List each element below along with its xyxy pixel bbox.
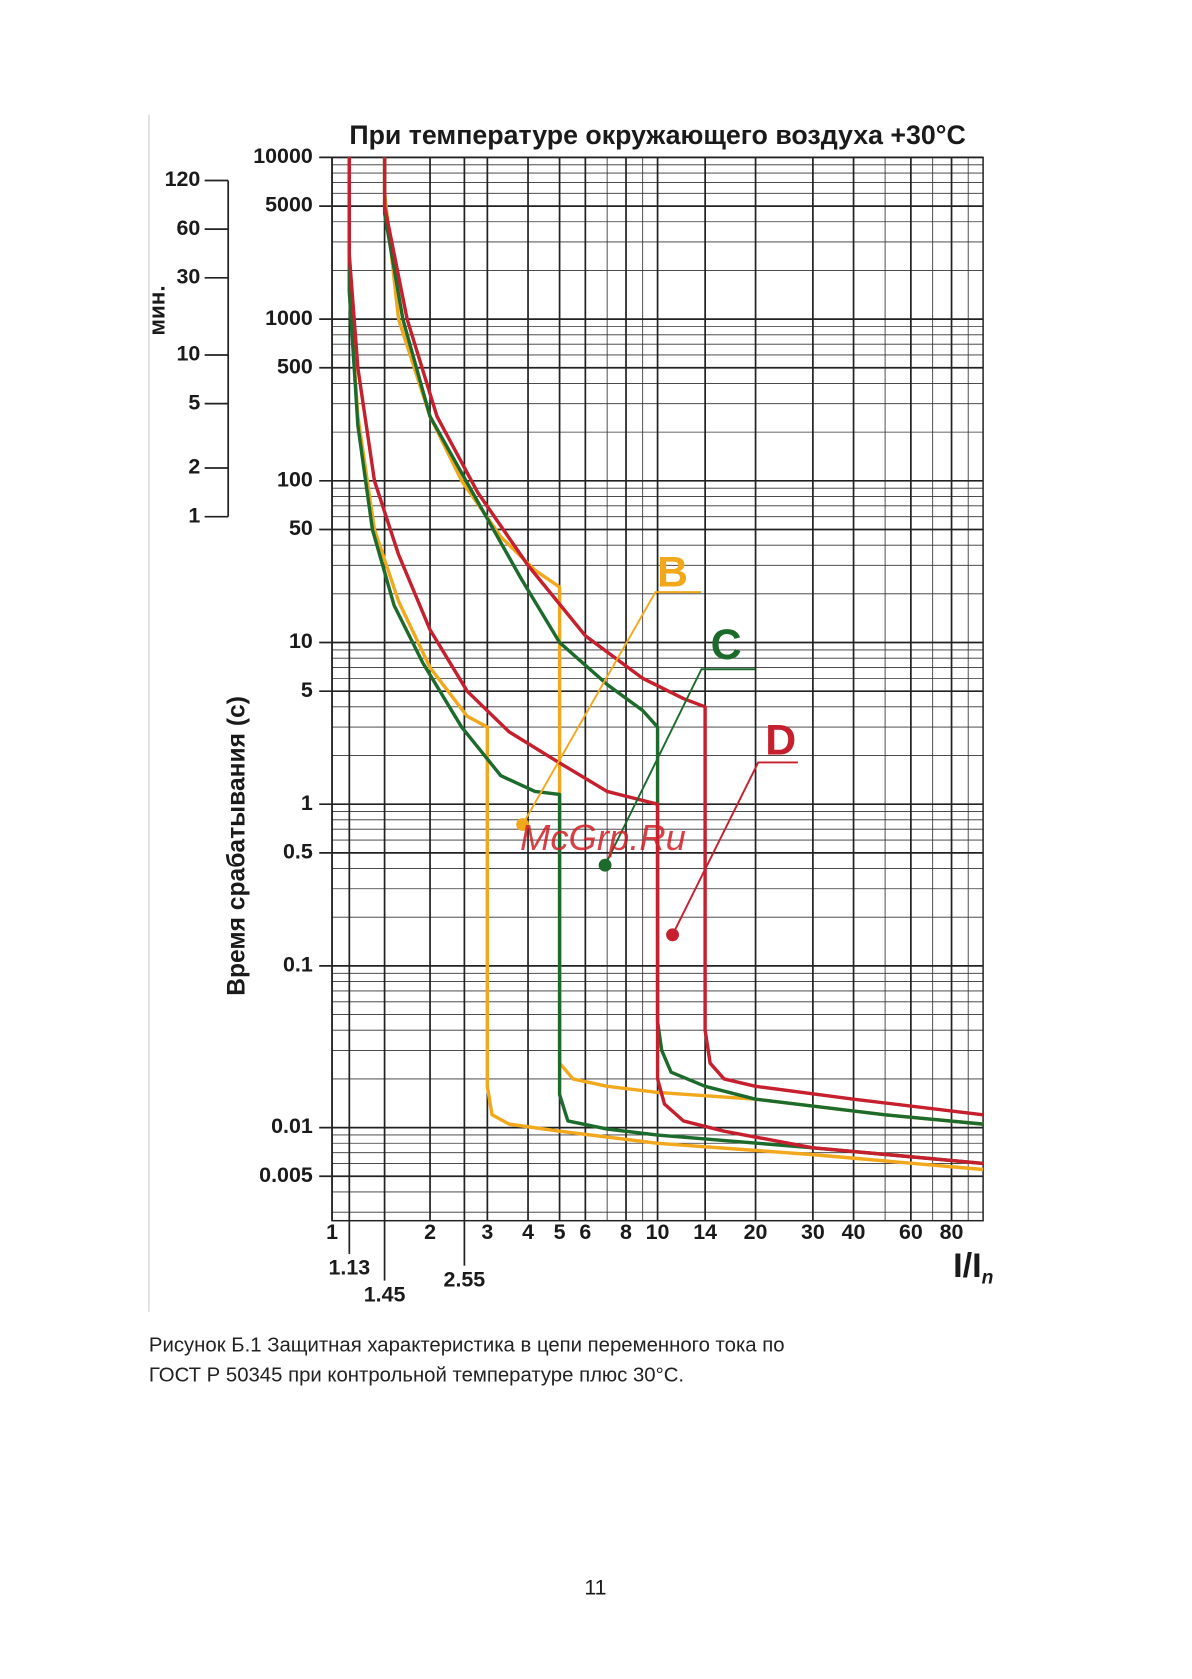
leader-dot-d: [666, 928, 679, 942]
trip-curve: [382, 157, 984, 1126]
y-tick-label: 50: [289, 516, 313, 540]
x-tick-label: 3: [481, 1220, 493, 1244]
y-tick-label: 1: [301, 791, 313, 815]
x-tick-label: 80: [940, 1220, 964, 1244]
x2-tick-label: 2.55: [444, 1267, 486, 1291]
trip-curve: [382, 157, 984, 1126]
y2-tick-label: 2: [188, 455, 200, 479]
leaders: [521, 591, 798, 936]
y-tick-label: 10000: [253, 144, 313, 168]
x2-tick-label: 1.45: [364, 1282, 406, 1306]
leader-dot-c: [598, 858, 612, 872]
curves: BCD: [347, 157, 984, 1172]
y2-tick-label: 30: [177, 264, 201, 288]
leader-c: [604, 668, 756, 866]
x-tick-label: 4: [522, 1220, 534, 1244]
y-tick-label: 100: [277, 467, 313, 491]
x-tick-label: 6: [579, 1220, 591, 1244]
trip-curve: [347, 157, 984, 1166]
legend-label: D: [765, 716, 796, 764]
x-axis-label-sub: n: [982, 1268, 994, 1289]
y-tick-label: 0.01: [271, 1114, 313, 1138]
legend-label: B: [657, 548, 688, 596]
trip-curve: [347, 157, 984, 1166]
trip-curve: [382, 157, 984, 1117]
x-tick-label: 40: [842, 1220, 866, 1244]
y-tick-label: 0.1: [283, 953, 313, 977]
legend-label: C: [711, 621, 742, 669]
trip-curve: [347, 157, 984, 1172]
y-tick-label: 5: [301, 678, 313, 702]
y2-tick-label: 120: [165, 167, 201, 191]
y-tick-label: 5000: [265, 193, 313, 217]
y2-tick-label: 1: [188, 503, 200, 527]
x-tick-label: 2: [424, 1220, 436, 1244]
x-tick-label: 14: [693, 1220, 717, 1244]
y-axis-label: Время срабатывания (с): [223, 696, 250, 996]
x-tick-label: 8: [620, 1220, 632, 1244]
leader-dot-b: [516, 818, 530, 831]
caption-line: ГОСТ Р 50345 при контрольной температуре…: [149, 1364, 684, 1386]
y-tick-label: 0.5: [283, 840, 313, 864]
leader-d: [671, 761, 798, 936]
y-tick-label: 1000: [265, 306, 313, 330]
y2-axis-label: мин.: [145, 285, 170, 335]
chart-title: При температуре окружающего воздуха +30°…: [349, 120, 965, 150]
x2-tick-label: 1.13: [328, 1256, 370, 1280]
x-tick-label: 5: [554, 1220, 566, 1244]
caption-line: Рисунок Б.1 Защитная характеристика в це…: [149, 1334, 785, 1356]
grid: 10000 5000 1000 500 100 50 10 5 1 0.5 0.1 0.01 0.005…: [165, 144, 984, 1306]
watermark: McGrp.Ru: [520, 817, 686, 858]
x-tick-label: 30: [801, 1220, 825, 1244]
x-tick-label: 10: [646, 1220, 670, 1244]
y-tick-label: 0.005: [259, 1163, 313, 1187]
y-tick-label: 10: [289, 629, 313, 653]
page-number: 11: [584, 1576, 606, 1600]
x-tick-label: 60: [899, 1220, 923, 1244]
x-axis-label: I/In: [953, 1247, 993, 1289]
y2-tick-label: 5: [188, 390, 200, 414]
y2-tick-label: 10: [177, 342, 201, 366]
x-tick-label: 20: [744, 1220, 768, 1244]
y-tick-label: 500: [277, 354, 313, 378]
x-axis-label-main: I/I: [953, 1247, 982, 1285]
y2-tick-label: 60: [177, 216, 201, 240]
x-tick-label: 1: [326, 1220, 338, 1244]
leader-b: [521, 591, 702, 825]
